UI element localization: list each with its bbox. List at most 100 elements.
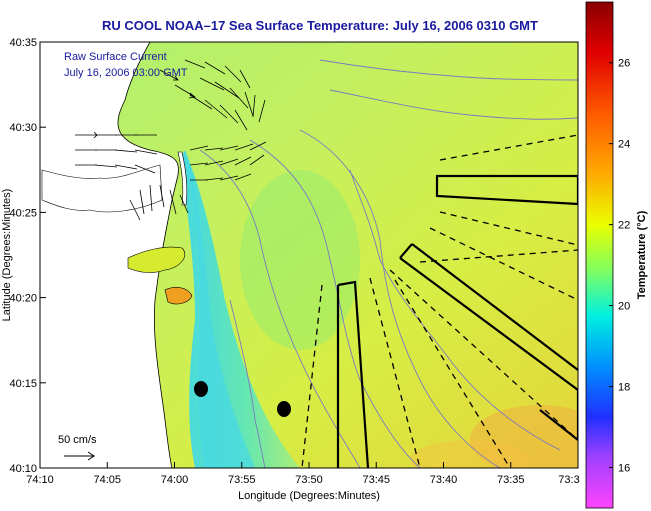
dashed-lane	[439, 134, 578, 161]
x-tick-label: 73:50	[295, 474, 323, 486]
current-vector	[249, 154, 265, 166]
current-vector	[134, 149, 158, 155]
current-vector	[219, 158, 239, 166]
figure-title: RU COOL NOAA–17 Sea Surface Temperature:…	[102, 18, 538, 33]
y-tick-label: 40:20	[9, 293, 37, 305]
x-axis-ticks: 74:10 74:05 74:00 73:55 73:50 73:45 73:40 73:35…	[26, 462, 580, 486]
current-vector	[134, 164, 156, 174]
current-vector	[129, 199, 141, 221]
current-vector	[189, 145, 209, 151]
dashed-lane	[394, 279, 511, 468]
colorbar-tick-label: 16	[618, 463, 630, 475]
current-vector	[234, 156, 252, 166]
x-tick-label: 73:45	[362, 474, 390, 486]
land-mass	[40, 42, 179, 468]
colorbar	[585, 1, 614, 509]
legend-line-2: July 16, 2006 03:00 GMT	[64, 67, 188, 79]
box-south	[336, 280, 370, 468]
x-tick-label: 74:05	[93, 474, 121, 486]
inland-water	[127, 246, 186, 273]
legend-line-1: Raw Surface Current	[64, 51, 167, 63]
current-vector	[252, 94, 256, 118]
current-vector	[199, 77, 225, 91]
current-vector	[249, 141, 267, 151]
current-vector	[114, 164, 138, 170]
current-vector	[258, 99, 266, 123]
colorbar-ticks: 26 24 22 20 18 16	[609, 58, 630, 475]
y-tick-label: 40:30	[9, 122, 37, 134]
current-vector	[114, 149, 138, 153]
buoy-marker	[277, 401, 291, 417]
dashed-lane	[419, 249, 578, 263]
colorbar-tick-label: 20	[618, 301, 630, 313]
x-tick-label: 74:00	[161, 474, 189, 486]
current-vector	[189, 94, 213, 110]
current-vector	[159, 184, 165, 208]
bay-area	[41, 164, 163, 213]
current-vector	[189, 162, 209, 166]
current-vector	[234, 173, 252, 181]
colorbar-tick-label: 22	[618, 220, 630, 232]
dashed-lane	[439, 211, 578, 246]
colorbar-tick-label: 24	[618, 139, 630, 151]
y-axis-ticks: 40:35 40:30 40:25 40:20 40:15 40:10	[9, 37, 46, 475]
current-vector	[184, 59, 206, 69]
current-vector	[159, 69, 179, 81]
contour-line	[249, 139, 421, 468]
current-vector	[229, 87, 249, 109]
current-vector	[174, 84, 196, 99]
current-vector	[219, 104, 239, 124]
current-vector	[94, 164, 118, 168]
current-vector	[204, 99, 228, 119]
current-vector	[214, 81, 240, 99]
current-vector	[149, 184, 153, 212]
warm-patch	[470, 405, 578, 468]
contour-line	[319, 59, 578, 81]
current-vector	[204, 61, 226, 75]
sandy-hook	[177, 151, 188, 206]
current-vector	[219, 175, 239, 181]
colorbar-label: Temperature (°C)	[636, 210, 648, 299]
dashed-lane	[429, 227, 578, 301]
colorbar-tick-label: 18	[618, 382, 630, 394]
current-vector	[219, 145, 239, 151]
y-tick-label: 40:15	[9, 378, 37, 390]
box-diagonal	[399, 243, 578, 391]
x-axis-label: Longitude (Degrees:Minutes)	[238, 490, 380, 502]
dashed-lane	[389, 269, 578, 441]
scale-arrow	[64, 451, 95, 461]
contour-line	[329, 89, 578, 120]
contour-line	[229, 299, 266, 468]
warm-patch	[410, 440, 530, 468]
survey-lines	[301, 134, 578, 468]
current-vector	[234, 109, 248, 131]
buoy-marker	[194, 381, 208, 397]
current-vector	[139, 189, 145, 215]
current-vector	[204, 147, 224, 151]
box-east	[435, 174, 578, 206]
y-axis-label: Latitude (Degrees:Minutes)	[1, 189, 13, 322]
inland-water-orange	[164, 287, 193, 305]
current-vector	[179, 194, 189, 214]
green-patch	[240, 170, 360, 350]
current-vector	[234, 143, 254, 151]
colorbar-tick-label: 26	[618, 58, 630, 70]
contour-line	[299, 129, 501, 468]
map-plot-area	[40, 42, 578, 468]
scale-label: 50 cm/s	[58, 434, 97, 446]
y-tick-label: 40:25	[9, 207, 37, 219]
x-tick-label: 73:55	[228, 474, 256, 486]
surface-current-vectors	[75, 59, 267, 221]
x-tick-label: 73:3	[558, 474, 579, 486]
y-tick-label: 40:10	[9, 463, 37, 475]
current-vector	[204, 160, 224, 166]
y-tick-label: 40:35	[9, 37, 37, 49]
current-vector	[224, 65, 242, 83]
x-tick-label: 73:40	[430, 474, 458, 486]
box-diagonal-end	[539, 390, 578, 442]
current-vector	[244, 91, 254, 117]
current-vector	[239, 69, 251, 89]
current-vector	[169, 189, 177, 215]
current-vector	[204, 177, 224, 181]
